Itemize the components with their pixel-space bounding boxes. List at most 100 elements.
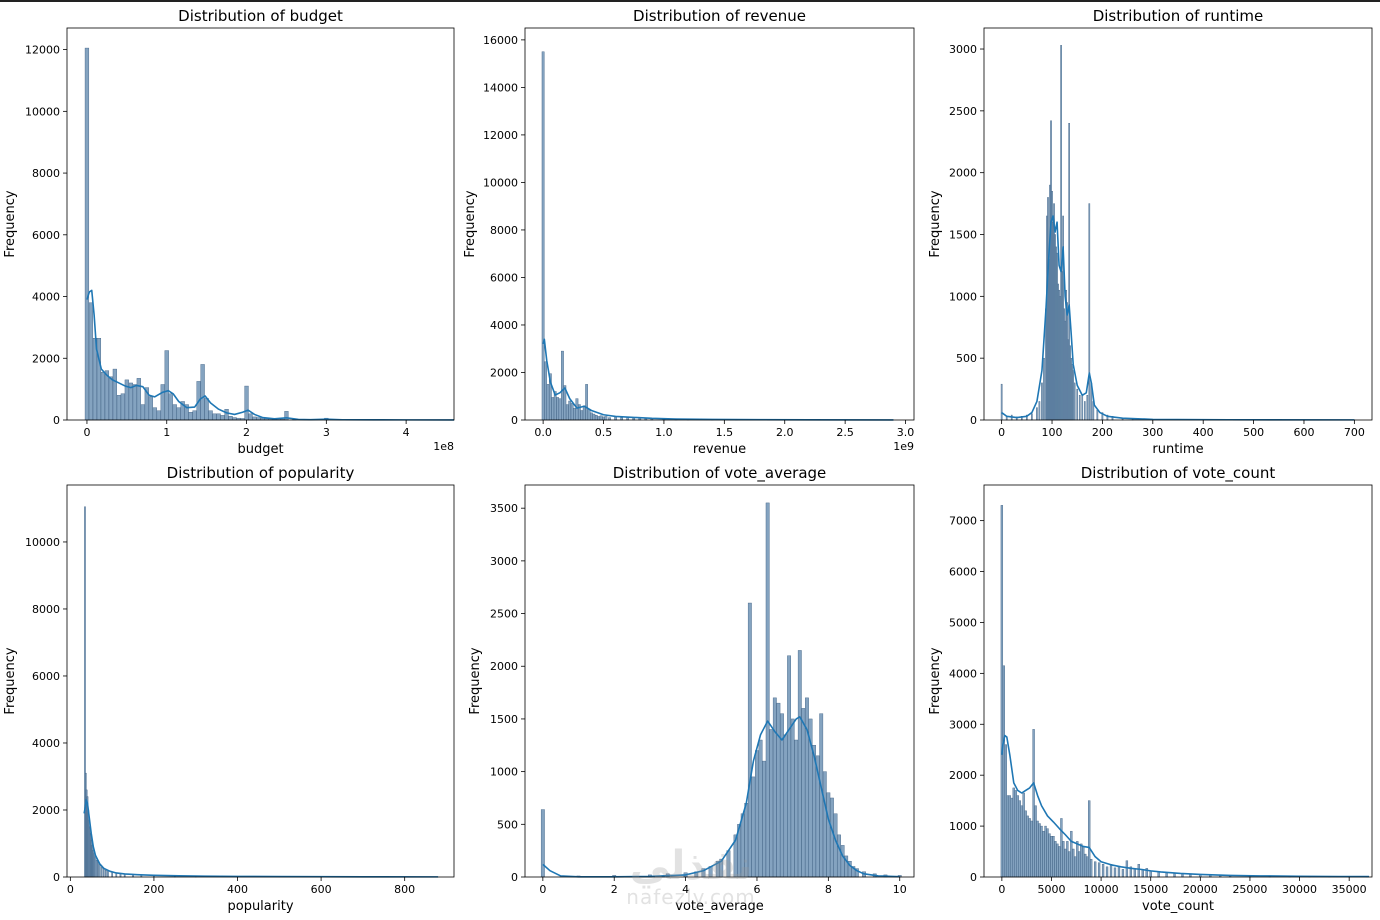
chart3-bar: [1081, 395, 1084, 421]
chart1-ytick-label: 2000: [32, 352, 60, 365]
chart6-bar: [1050, 836, 1053, 878]
chart2-bar: [561, 350, 564, 421]
chart1-ytick-label: 4000: [32, 291, 60, 304]
chart5-xtick-label: 2: [611, 883, 618, 896]
chart5-bar: [801, 708, 806, 878]
chart3-bar: [1076, 388, 1079, 421]
chart5-ytick-label: 1000: [490, 766, 518, 779]
chart1-bar: [248, 413, 253, 421]
chart5-xtick-label: 6: [753, 883, 760, 896]
chart6-ylabel: Frequency: [928, 647, 943, 714]
chart6-bar: [1080, 843, 1083, 878]
chart6-bar: [1024, 810, 1027, 878]
chart5-ytick-label: 2500: [490, 608, 518, 621]
chart4-bar: [100, 866, 103, 878]
chart5-ytick-label: 2000: [490, 660, 518, 673]
chart3-bar: [1078, 395, 1081, 421]
chart2-bar: [614, 416, 617, 421]
chart3-xtick-label: 400: [1193, 426, 1214, 439]
chart6-xtick-label: 0: [998, 883, 1005, 896]
chart6-bar: [1066, 841, 1069, 878]
chart2-title: Distribution of revenue: [633, 7, 806, 25]
chart2-ytick-label: 0: [511, 414, 518, 427]
chart1-xtick-label: 0: [83, 426, 90, 439]
chart1-bar: [100, 371, 106, 421]
chart5-ylabel: Frequency: [468, 647, 483, 714]
chart2-bar: [570, 403, 574, 421]
chart2-ytick-label: 14000: [483, 81, 518, 94]
chart4-xtick-label: 0: [67, 883, 74, 896]
chart1-bar: [208, 410, 213, 421]
chart6-bar: [1000, 505, 1004, 878]
chart5-xtick-label: 10: [893, 883, 907, 896]
chart2-bar: [587, 409, 591, 421]
chart4-bar: [105, 870, 107, 878]
chart2-bar: [585, 384, 588, 421]
chart3-xlabel: runtime: [1152, 442, 1203, 457]
chart1-bar: [116, 395, 121, 421]
chart6-bar: [1002, 665, 1005, 878]
chart1-bar: [192, 410, 197, 421]
chart4-axes-frame: [66, 484, 455, 878]
chart3-xtick-label: 300: [1142, 426, 1163, 439]
chart6-bar: [1008, 795, 1011, 878]
chart6-xtick-label: 10000: [1084, 883, 1119, 896]
chart1-bar: [112, 368, 117, 421]
chart5-ytick-label: 3000: [490, 555, 518, 568]
chart1-bar: [204, 398, 209, 421]
chart2-xlabel: revenue: [693, 442, 746, 457]
chart3-ytick-label: 3000: [949, 43, 977, 56]
chart5-bar: [740, 813, 745, 878]
chart5-bar: [787, 655, 791, 878]
chart5-bar: [840, 845, 845, 878]
chart6-bar: [1088, 800, 1091, 878]
chart2-bar: [604, 416, 608, 421]
chart5-ytick-label: 1500: [490, 713, 518, 726]
chart6-bar: [1090, 858, 1093, 878]
chart2-ytick-label: 2000: [490, 366, 518, 379]
chart5-bar: [794, 739, 799, 878]
chart4-bar: [107, 870, 109, 878]
chart2-bar: [575, 398, 579, 421]
chart1-ylabel: Frequency: [3, 190, 18, 257]
chart1-bar: [220, 415, 225, 421]
chart3-bar: [1086, 395, 1089, 421]
chart6-xtick-label: 25000: [1232, 883, 1267, 896]
chart6-bar: [1006, 795, 1009, 878]
chart4-panel: 0 200 400 600 8000200040006000800010000Distr…: [3, 464, 455, 914]
chart5-bar: [812, 745, 816, 878]
chart3-bar: [1036, 407, 1038, 421]
chart1-bar: [216, 413, 221, 421]
chart4-ytick-label: 6000: [32, 670, 60, 683]
chart3-bar: [1083, 401, 1086, 421]
chart3-bar: [1096, 409, 1099, 421]
chart6-bar: [1165, 872, 1168, 878]
chart4-ylabel: Frequency: [3, 647, 18, 714]
chart1-bar: [228, 416, 233, 421]
chart5-bar: [726, 850, 731, 878]
chart6-bar: [1014, 790, 1017, 878]
chart6-bar: [1070, 830, 1073, 878]
chart6-bar: [1157, 871, 1160, 878]
chart3-title: Distribution of runtime: [1093, 7, 1264, 25]
chart6-bar: [1117, 866, 1121, 878]
chart1-bar: [148, 396, 153, 421]
chart5-xtick-label: 0: [539, 883, 546, 896]
chart5-bar: [822, 771, 827, 878]
chart6-bar: [1105, 866, 1109, 878]
chart2-kde-line: [542, 338, 894, 421]
chart3-bar: [1073, 382, 1076, 421]
chart1-bar: [152, 407, 157, 421]
chart2-bar: [551, 397, 555, 421]
chart5-bar: [830, 797, 834, 878]
chart4-bar: [102, 868, 105, 878]
chart5-bar: [758, 739, 763, 878]
chart6-bar: [1062, 841, 1065, 878]
chart6-bar: [1054, 841, 1057, 878]
chart2-ylabel: Frequency: [463, 190, 478, 257]
chart3-ytick-label: 2000: [949, 167, 977, 180]
chart6-bar: [1064, 848, 1067, 878]
chart5-bar: [744, 803, 749, 878]
chart2-bar: [573, 407, 576, 421]
chart5-bar: [747, 602, 752, 878]
